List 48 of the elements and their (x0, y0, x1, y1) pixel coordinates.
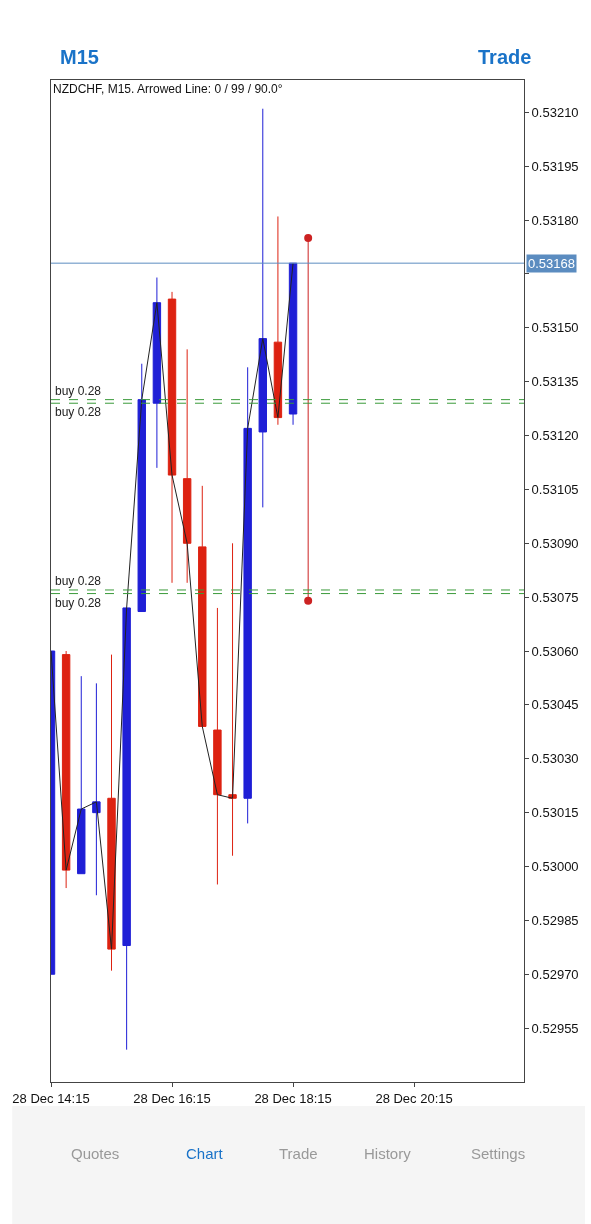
text: M15 (60, 46, 99, 68)
candlestick (61, 650, 71, 889)
y-tick-label: 0.53195 (531, 158, 579, 174)
text: Quotes (71, 1145, 120, 1162)
candlestick (167, 291, 177, 584)
candlestick (137, 363, 146, 613)
y-tick-label: 0.53150 (531, 320, 579, 336)
ref-line-label: buy 0.28 (55, 574, 102, 588)
y-tick-label: 0.53180 (531, 212, 579, 228)
candlestick (182, 348, 192, 584)
x-tick-label: 28 Dec 20:15 (375, 1090, 453, 1106)
y-tick-label: 0.52985 (531, 912, 579, 928)
candlestick (122, 607, 131, 1051)
candlestick (288, 262, 298, 426)
ref-line-label: buy 0.28 (55, 384, 102, 398)
line-series (51, 262, 294, 950)
candlestick (243, 366, 252, 824)
ref-line-label: 0.53168 (528, 256, 575, 271)
y-tick-label: 0.52955 (531, 1020, 579, 1036)
candlestick (77, 675, 86, 875)
y-tick-label: 0.53000 (531, 859, 579, 875)
candlestick (228, 542, 237, 857)
y-tick-label: 0.53045 (531, 697, 579, 713)
text: Settings (471, 1145, 526, 1162)
text: Chart (186, 1145, 224, 1162)
y-tick-label: 0.52970 (531, 966, 579, 982)
y-tick-label: 0.53090 (531, 535, 579, 551)
candlestick (92, 682, 101, 896)
ref-line-label: buy 0.28 (55, 405, 102, 419)
candlestick (198, 485, 207, 727)
y-tick-label: 0.53135 (531, 374, 579, 390)
candlestick (258, 108, 267, 508)
x-tick-label: 28 Dec 16:15 (133, 1090, 211, 1106)
y-tick-label: 0.53015 (531, 805, 579, 821)
x-tick-label: 28 Dec 18:15 (254, 1090, 332, 1106)
y-tick-label: 0.53120 (531, 428, 579, 444)
y-tick-label: 0.53075 (531, 589, 579, 605)
y-tick-label: 0.53060 (531, 643, 579, 659)
x-tick-label: 28 Dec 14:15 (12, 1090, 90, 1106)
y-tick-label: 0.53030 (531, 751, 579, 767)
text: Trade (478, 46, 532, 68)
y-tick-label: 0.53105 (531, 481, 579, 497)
y-tick-label: 0.53210 (531, 104, 579, 120)
candlestick (213, 607, 222, 885)
ref-line-label: buy 0.28 (55, 596, 102, 610)
text: Trade (279, 1145, 318, 1162)
text: History (364, 1145, 412, 1162)
chart-title: NZDCHF, M15. Arrowed Line: 0 / 99 / 90.0° (53, 82, 283, 96)
